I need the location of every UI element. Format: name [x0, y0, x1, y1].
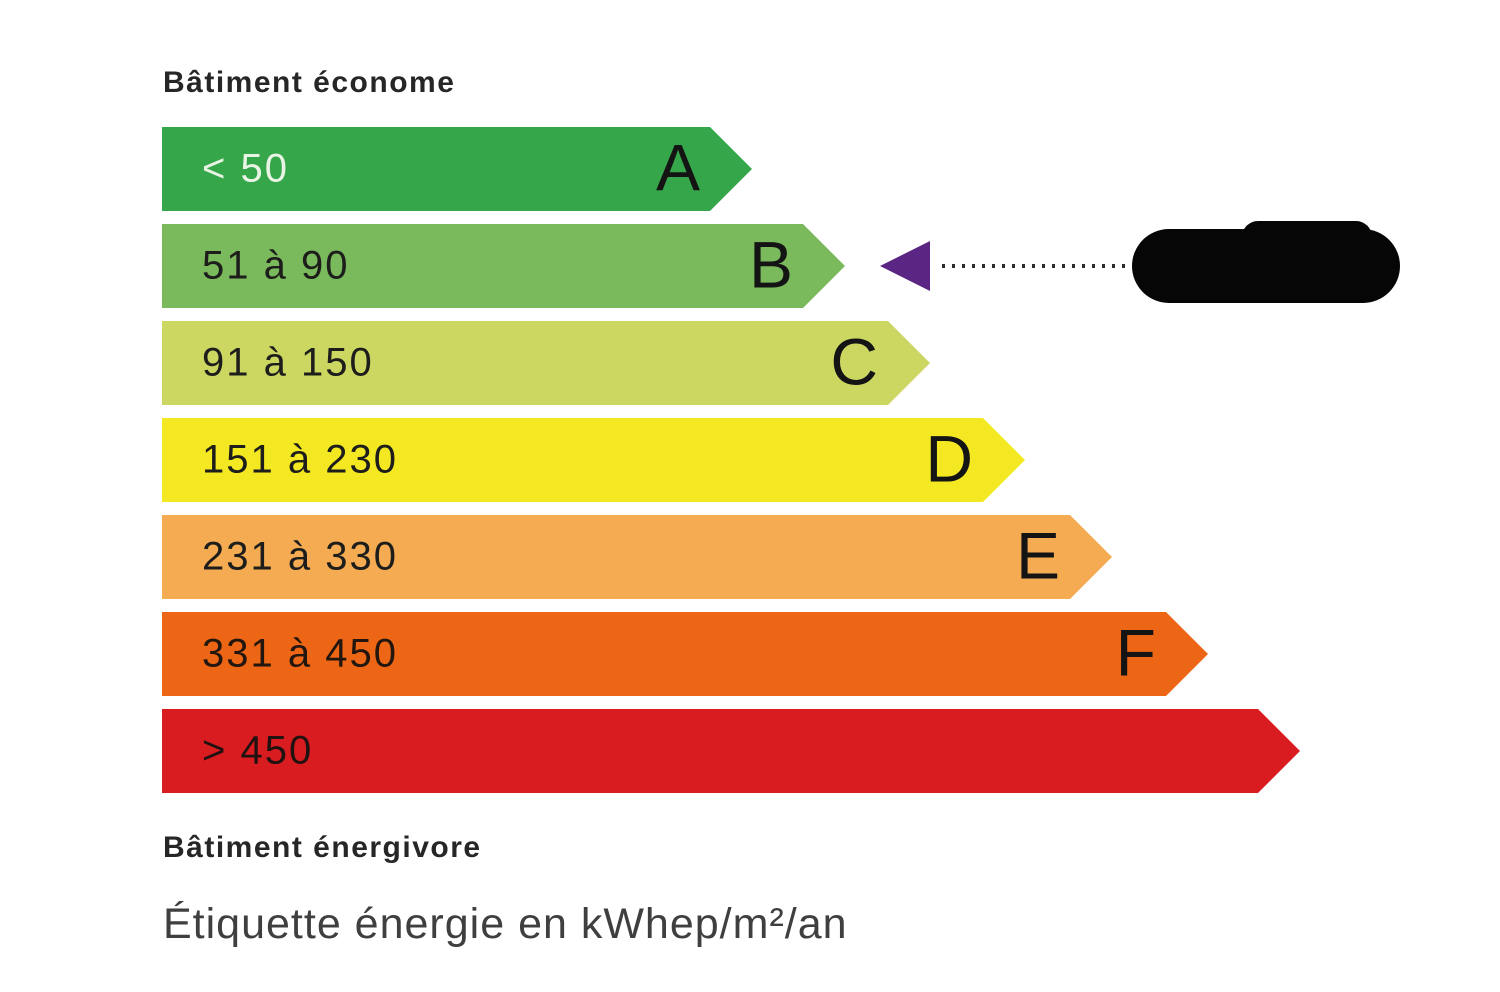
bar-class-letter: A: [655, 130, 700, 205]
bar-range-label: 51 à 90: [202, 243, 350, 288]
bar-range-label: < 50: [202, 146, 289, 191]
energy-bars: < 50 A 51 à 90 B 91 à 150 C 151 à 230 D 231 à 33…: [162, 127, 1300, 806]
bar-range-label: 331 à 450: [202, 631, 398, 676]
energy-bar-d: 151 à 230 D: [162, 418, 1025, 502]
energy-bar-a: < 50 A: [162, 127, 752, 211]
redacted-value-blob: [1132, 221, 1400, 303]
bottom-label: Bâtiment énergivore: [163, 831, 482, 864]
energy-bar-b: 51 à 90 B: [162, 224, 845, 308]
arrow-left-icon: [880, 241, 930, 291]
energy-bar-e: 231 à 330 E: [162, 515, 1112, 599]
redacted-value-blob-bump: [1242, 221, 1372, 253]
bar-range-label: > 450: [202, 728, 314, 773]
bar-range-label: 151 à 230: [202, 437, 398, 482]
bar-class-letter: F: [1115, 615, 1156, 690]
bar-class-letter: B: [748, 227, 793, 302]
bar-class-letter: D: [925, 421, 973, 496]
chart-caption: Étiquette énergie en kWhep/m²/an: [163, 900, 848, 948]
top-label: Bâtiment économe: [163, 66, 456, 99]
class-indicator: [880, 221, 1400, 304]
energy-bar-f: 331 à 450 F: [162, 612, 1208, 696]
energy-bar-c: 91 à 150 C: [162, 321, 930, 405]
bar-range-label: 91 à 150: [202, 340, 374, 385]
energy-bar-g: > 450: [162, 709, 1300, 793]
dotted-leader-line: [942, 264, 1128, 268]
bar-class-letter: C: [830, 324, 878, 399]
bar-class-letter: E: [1015, 518, 1060, 593]
bar-range-label: 231 à 330: [202, 534, 398, 579]
